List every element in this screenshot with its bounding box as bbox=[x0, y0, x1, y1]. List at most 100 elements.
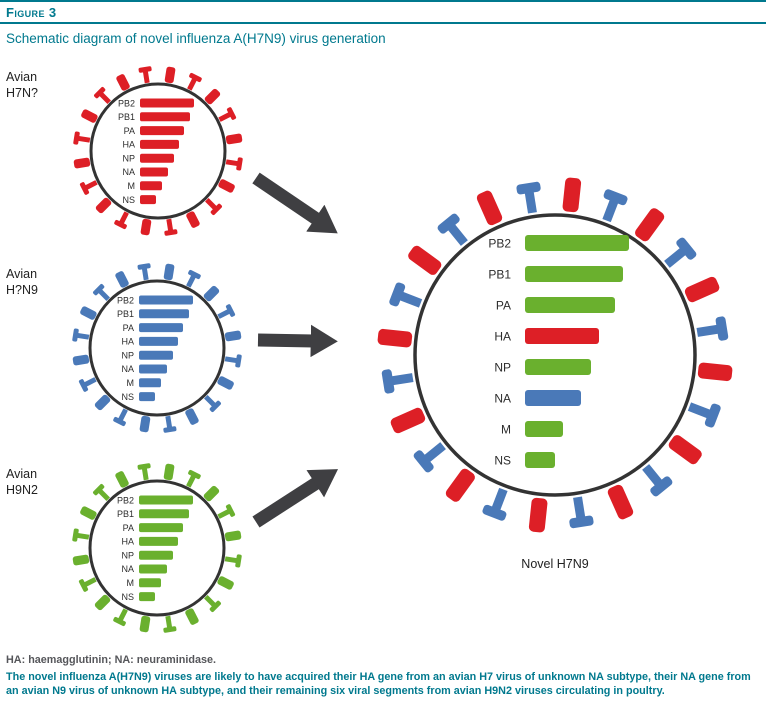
ha-spike bbox=[390, 407, 426, 434]
gene-segment-ha bbox=[139, 336, 178, 346]
gene-label: PA bbox=[124, 126, 135, 136]
gene-label: M bbox=[128, 181, 136, 191]
gene-segment-np bbox=[139, 550, 173, 560]
gene-segment-ns bbox=[525, 452, 555, 468]
gene-segment-pb2 bbox=[139, 295, 193, 305]
ha-spike bbox=[224, 330, 242, 342]
gene-segment-pb1 bbox=[140, 112, 190, 122]
ha-spike bbox=[95, 197, 112, 214]
gene-label: NA bbox=[122, 167, 135, 177]
ha-spike bbox=[140, 218, 152, 236]
gene-label: PB1 bbox=[488, 267, 511, 281]
gene-segment-m bbox=[140, 181, 162, 191]
virus-envelope bbox=[413, 213, 697, 497]
gene-segment-np bbox=[140, 153, 174, 163]
header-rule bbox=[0, 22, 766, 24]
ha-spike bbox=[217, 376, 234, 390]
na-spike bbox=[205, 198, 222, 215]
na-spike bbox=[113, 608, 128, 627]
na-spike bbox=[664, 237, 697, 268]
gene-label: PB1 bbox=[117, 509, 134, 519]
gene-segment-np bbox=[525, 359, 591, 375]
source-virus-avian-h7n: PB2 PB1 PA HA NP NA M NS bbox=[73, 66, 243, 236]
novel-virus-label: Novel H7N9 bbox=[521, 557, 588, 571]
na-spike bbox=[413, 442, 446, 473]
ha-spike bbox=[607, 484, 634, 520]
gene-segment-m bbox=[139, 378, 161, 388]
gene-label: NP bbox=[121, 350, 134, 360]
novel-virus: PB2 PB1 PA HA NP NA M NS bbox=[377, 177, 733, 533]
gene-segment-pa bbox=[139, 523, 183, 533]
ha-spike bbox=[528, 497, 548, 533]
gene-label: HA bbox=[494, 329, 511, 343]
na-spike bbox=[687, 402, 721, 428]
reassortment-arrow-2 bbox=[257, 324, 338, 358]
na-spike bbox=[163, 615, 177, 633]
na-spike bbox=[516, 181, 541, 214]
ha-spike bbox=[115, 471, 129, 488]
virus-envelope bbox=[88, 479, 226, 617]
na-spike bbox=[186, 269, 201, 288]
reassortment-arrow-1 bbox=[252, 172, 338, 234]
ha-spike bbox=[185, 408, 199, 425]
na-spike bbox=[225, 157, 243, 171]
source-virus-label: Avian bbox=[6, 267, 37, 281]
gene-segment-pa bbox=[525, 297, 615, 313]
na-spike bbox=[138, 66, 152, 84]
na-spike bbox=[163, 415, 177, 433]
na-spike bbox=[94, 87, 111, 104]
gene-label: NS bbox=[121, 392, 134, 402]
na-spike bbox=[187, 72, 202, 91]
ha-spike bbox=[186, 211, 200, 228]
ha-spike bbox=[115, 271, 129, 288]
ha-spike bbox=[218, 179, 235, 193]
ha-spike bbox=[72, 354, 90, 366]
gene-segment-na bbox=[525, 390, 581, 406]
ha-spike bbox=[116, 74, 130, 91]
gene-segment-pa bbox=[140, 126, 184, 136]
source-virus-label: H7N? bbox=[6, 86, 38, 100]
ha-spike bbox=[684, 276, 720, 303]
gene-label: M bbox=[127, 578, 135, 588]
gene-label: PB1 bbox=[117, 309, 134, 319]
ha-spike bbox=[164, 66, 176, 84]
top-rule bbox=[0, 0, 766, 2]
na-spike bbox=[137, 263, 151, 281]
ha-spike bbox=[408, 245, 442, 275]
gene-segment-np bbox=[139, 350, 173, 360]
gene-segment-m bbox=[525, 421, 563, 437]
ha-spike bbox=[224, 530, 242, 542]
gene-segment-pb1 bbox=[139, 309, 189, 319]
gene-label: PB2 bbox=[118, 98, 135, 108]
gene-segment-na bbox=[140, 167, 168, 177]
virus-envelope bbox=[88, 279, 226, 417]
gene-segment-na bbox=[139, 564, 167, 574]
na-spike bbox=[72, 528, 90, 542]
gene-segment-ha bbox=[140, 139, 179, 149]
na-spike bbox=[224, 554, 242, 568]
gene-segment-na bbox=[139, 364, 167, 374]
na-spike bbox=[164, 218, 178, 236]
gene-label: NP bbox=[122, 153, 135, 163]
na-spike bbox=[224, 354, 242, 368]
gene-label: PB1 bbox=[118, 112, 135, 122]
na-spike bbox=[78, 377, 97, 392]
ha-spike bbox=[72, 554, 90, 566]
gene-label: NA bbox=[494, 391, 511, 405]
source-virus-avian-h9n2: PB2 PB1 PA HA NP NA M NS bbox=[72, 463, 242, 633]
na-spike bbox=[696, 316, 729, 341]
na-spike bbox=[113, 408, 128, 427]
ha-spike bbox=[217, 576, 234, 590]
ha-spike bbox=[225, 133, 243, 145]
ha-spike bbox=[94, 594, 111, 611]
na-spike bbox=[79, 180, 98, 195]
ha-spike bbox=[204, 88, 221, 105]
gene-segment-ns bbox=[140, 195, 156, 205]
na-spike bbox=[114, 211, 129, 230]
ha-spike bbox=[139, 615, 151, 633]
source-virus-avian-hn9: PB2 PB1 PA HA NP NA M NS bbox=[72, 263, 242, 433]
na-spike bbox=[204, 395, 221, 412]
na-spike bbox=[569, 496, 594, 529]
na-spike bbox=[389, 282, 423, 308]
ha-spike bbox=[80, 506, 97, 520]
